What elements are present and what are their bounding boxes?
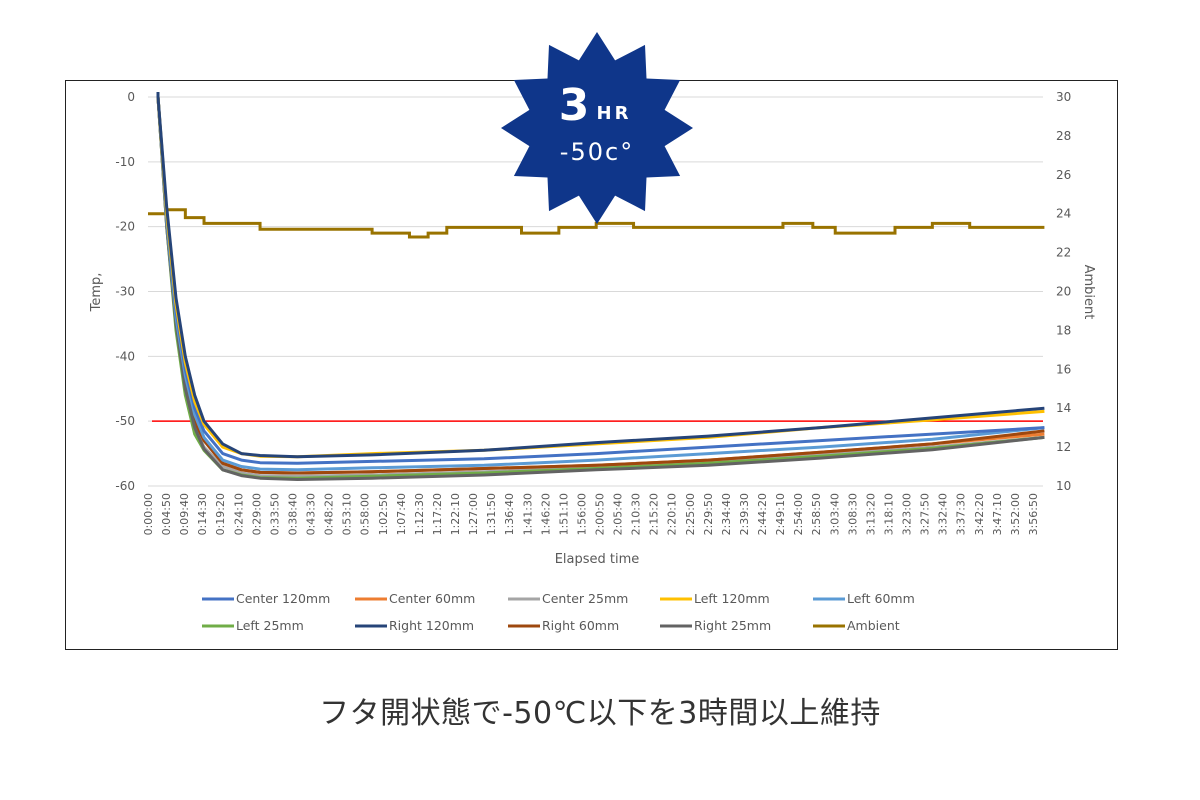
x-tick-label: 2:00:50	[594, 493, 607, 535]
y2-tick-label: 26	[1056, 168, 1071, 182]
x-tick-label: 0:53:10	[341, 493, 354, 535]
y-tick-label: -60	[115, 479, 135, 493]
x-tick-label: 2:49:10	[774, 493, 787, 535]
x-tick-label: 2:39:30	[738, 493, 751, 535]
x-tick-label: 2:25:00	[684, 493, 697, 535]
badge-star	[501, 32, 693, 224]
legend-label: Right 25mm	[694, 618, 771, 633]
x-tick-label: 2:20:10	[666, 493, 679, 535]
y2-tick-label: 14	[1056, 401, 1071, 415]
x-tick-label: 3:27:50	[919, 493, 932, 535]
x-tick-label: 0:14:30	[196, 493, 209, 535]
x-tick-label: 1:12:30	[413, 493, 426, 535]
x-tick-label: 2:34:40	[720, 493, 733, 535]
legend-label: Left 120mm	[694, 591, 770, 606]
legend-label: Left 25mm	[236, 618, 304, 633]
legend-label: Right 60mm	[542, 618, 619, 633]
x-tick-label: 3:47:10	[991, 493, 1004, 535]
y-tick-label: -40	[115, 349, 135, 363]
x-tick-label: 0:24:10	[232, 493, 245, 535]
x-tick-label: 1:41:30	[521, 493, 534, 535]
badge-hours-unit: HR	[597, 103, 632, 124]
x-tick-label: 0:48:20	[323, 493, 336, 535]
x-tick-label: 1:51:10	[557, 493, 570, 535]
x-tick-label: 3:13:20	[864, 493, 877, 535]
x-tick-label: 3:52:00	[1009, 493, 1022, 535]
y2-tick-label: 20	[1056, 285, 1071, 299]
legend-label: Center 25mm	[542, 591, 628, 606]
y-tick-label: -30	[115, 285, 135, 299]
x-tick-label: 2:58:50	[810, 493, 823, 535]
x-tick-label: 1:17:20	[431, 493, 444, 535]
x-tick-label: 0:58:00	[359, 493, 372, 535]
y2-tick-label: 22	[1056, 246, 1071, 260]
x-tick-label: 2:15:20	[648, 493, 661, 535]
x-tick-label: 3:37:30	[955, 493, 968, 535]
x-tick-label: 0:38:40	[286, 493, 299, 535]
x-tick-label: 3:08:30	[846, 493, 859, 535]
y-tick-label: -50	[115, 414, 135, 428]
y-tick-label: -10	[115, 155, 135, 169]
legend-label: Center 120mm	[236, 591, 330, 606]
x-tick-label: 2:54:00	[792, 493, 805, 535]
x-tick-label: 1:56:00	[575, 493, 588, 535]
x-tick-label: 1:02:50	[377, 493, 390, 535]
caption: フタ開状態で-50℃以下を3時間以上維持	[319, 696, 881, 731]
x-tick-label: 2:05:40	[612, 493, 625, 535]
x-tick-label: 3:18:10	[882, 493, 895, 535]
legend-label: Center 60mm	[389, 591, 475, 606]
x-tick-label: 3:32:40	[937, 493, 950, 535]
y2-tick-label: 24	[1056, 207, 1071, 221]
x-tick-label: 0:43:30	[305, 493, 318, 535]
x-tick-label: 3:42:20	[973, 493, 986, 535]
x-tick-label: 0:00:00	[142, 493, 155, 535]
x-tick-label: 3:56:50	[1027, 493, 1040, 535]
legend-label: Ambient	[847, 618, 900, 633]
x-tick-label: 2:10:30	[630, 493, 643, 535]
y-axis-label: Temp,	[89, 273, 104, 313]
x-tick-label: 1:27:00	[467, 493, 480, 535]
y2-tick-label: 16	[1056, 362, 1071, 376]
x-axis-label: Elapsed time	[555, 552, 640, 567]
x-tick-label: 3:03:40	[828, 493, 841, 535]
y2-tick-label: 28	[1056, 129, 1071, 143]
legend-label: Right 120mm	[389, 618, 474, 633]
x-tick-label: 1:46:20	[539, 493, 552, 535]
y2-tick-label: 30	[1056, 90, 1071, 104]
x-tick-label: 1:31:50	[485, 493, 498, 535]
x-tick-label: 1:07:40	[395, 493, 408, 535]
y-tick-label: 0	[127, 90, 135, 104]
series-line-right-120mm	[156, 92, 1045, 459]
y2-tick-label: 12	[1056, 440, 1071, 454]
x-tick-label: 0:33:50	[268, 493, 281, 535]
y2-tick-label: 18	[1056, 323, 1071, 337]
x-tick-label: 2:29:50	[702, 493, 715, 535]
y2-axis-label: Ambient	[1081, 265, 1096, 320]
x-tick-label: 0:09:40	[178, 493, 191, 535]
x-tick-label: 0:04:50	[160, 493, 173, 535]
x-tick-label: 0:29:00	[250, 493, 263, 535]
legend-label: Left 60mm	[847, 591, 915, 606]
badge-hours: 3	[559, 80, 590, 131]
x-tick-label: 2:44:20	[756, 493, 769, 535]
x-tick-label: 1:36:40	[503, 493, 516, 535]
x-tick-label: 0:19:20	[214, 493, 227, 535]
y-tick-label: -20	[115, 220, 135, 234]
x-tick-label: 1:22:10	[449, 493, 462, 535]
x-tick-label: 3:23:00	[901, 493, 914, 535]
y2-tick-label: 10	[1056, 479, 1071, 493]
series-line-ambient	[148, 208, 1045, 239]
badge-temperature: -50c°	[560, 138, 634, 166]
